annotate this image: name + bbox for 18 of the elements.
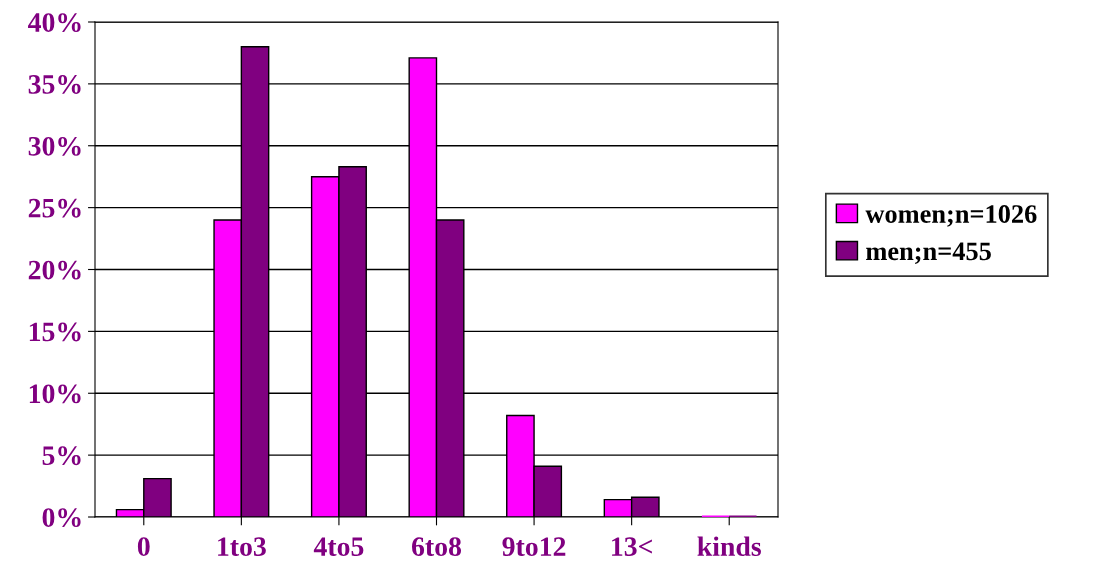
x-tick-label: 0 bbox=[137, 537, 150, 556]
y-tick-label: 30% bbox=[28, 136, 81, 156]
x-tick-label: 4to5 bbox=[313, 537, 364, 556]
y-tick-label: 0% bbox=[42, 508, 81, 527]
y-tick-label: 35% bbox=[28, 75, 81, 94]
y-tick-label: 25% bbox=[28, 198, 81, 218]
x-tick-label: 9to12 bbox=[502, 537, 566, 556]
legend-label: men;n=455 bbox=[866, 242, 991, 265]
x-tick-label: kinds bbox=[697, 536, 761, 556]
x-tick-label: 13< bbox=[612, 537, 652, 556]
x-tick-label: 1to3 bbox=[218, 537, 266, 556]
y-tick-label: 10% bbox=[29, 384, 81, 404]
x-tick-label: 6to8 bbox=[411, 537, 462, 556]
y-tick-label: 20% bbox=[28, 260, 81, 280]
y-tick-label: 15% bbox=[29, 322, 81, 342]
y-tick-label: 40% bbox=[28, 13, 81, 32]
legend-label: women;n=1026 bbox=[865, 205, 1037, 227]
y-tick-label: 5% bbox=[42, 446, 81, 466]
